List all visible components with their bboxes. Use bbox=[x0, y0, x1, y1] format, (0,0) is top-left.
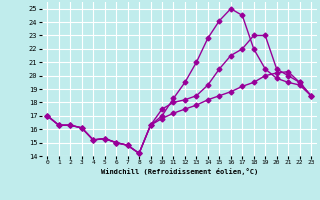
X-axis label: Windchill (Refroidissement éolien,°C): Windchill (Refroidissement éolien,°C) bbox=[100, 168, 258, 175]
